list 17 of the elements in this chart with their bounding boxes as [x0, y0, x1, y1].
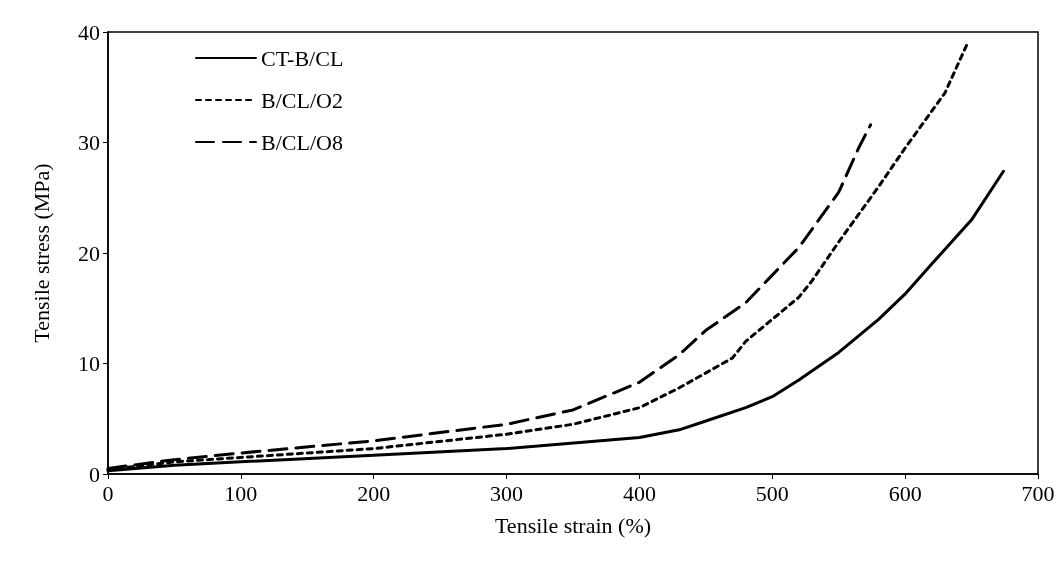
x-tick-label: 200	[357, 480, 391, 506]
y-tick-label: 20	[78, 240, 100, 266]
x-tick-label: 100	[224, 480, 258, 506]
legend-label: B/CL/O2	[261, 87, 343, 113]
legend-label: B/CL/O8	[261, 129, 343, 155]
x-tick-label: 700	[1021, 480, 1055, 506]
y-axis-title: Tensile stress (MPa)	[28, 163, 54, 343]
x-tick-label: 300	[490, 480, 524, 506]
x-axis-title: Tensile strain (%)	[494, 512, 652, 538]
x-tick-label: 500	[755, 480, 789, 506]
legend-label: CT-B/CL	[261, 45, 344, 71]
x-tick-label: 400	[622, 480, 656, 506]
y-tick-label: 40	[78, 19, 100, 45]
y-tick-label: 30	[78, 130, 100, 155]
x-tick-label: 600	[888, 480, 922, 506]
y-tick-label: 10	[78, 351, 100, 376]
y-tick-label: 0	[89, 461, 100, 487]
